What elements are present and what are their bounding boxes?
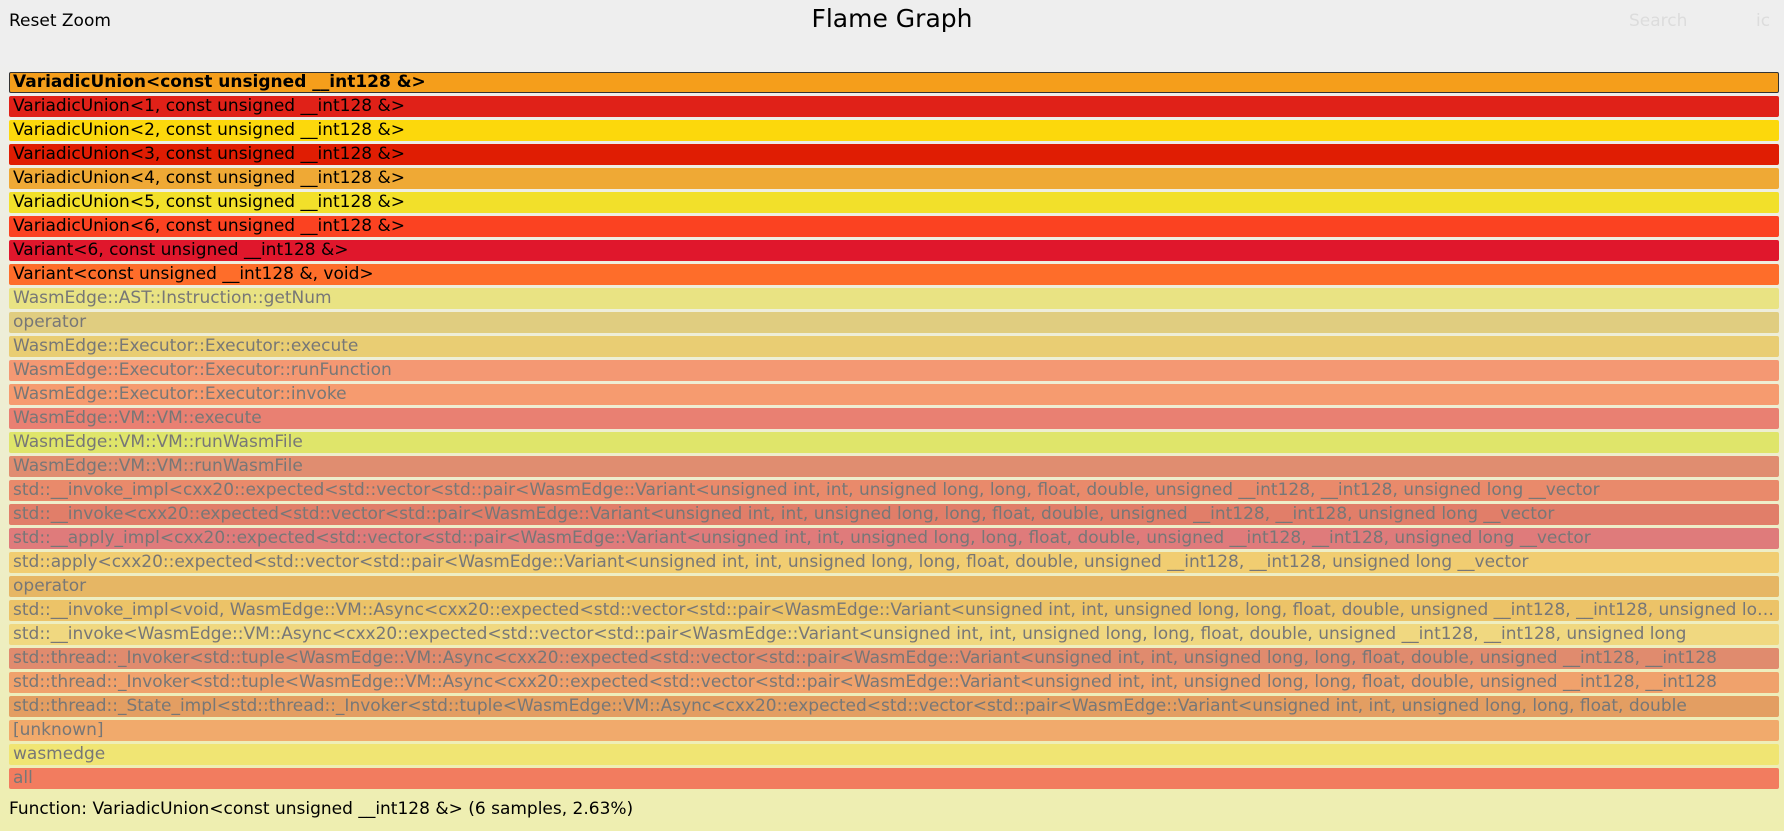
flame-frame-label: WasmEdge::VM::VM::execute: [13, 408, 262, 428]
page-title: Flame Graph: [811, 4, 973, 33]
flame-frame[interactable]: VariadicUnion<const unsigned __int128 &>: [9, 72, 1779, 93]
flame-frame[interactable]: Variant<const unsigned __int128 &, void>: [9, 264, 1779, 285]
flame-frame-label: std::__invoke<cxx20::expected<std::vecto…: [13, 504, 1555, 524]
flame-frame-label: VariadicUnion<4, const unsigned __int128…: [13, 168, 406, 188]
flame-frame[interactable]: VariadicUnion<1, const unsigned __int128…: [9, 96, 1779, 117]
flame-frame-label: VariadicUnion<3, const unsigned __int128…: [13, 144, 406, 164]
flame-frame-label: WasmEdge::AST::Instruction::getNum: [13, 288, 332, 308]
flame-frame-label: std::thread::_State_impl<std::thread::_I…: [13, 696, 1687, 716]
flame-frame[interactable]: VariadicUnion<6, const unsigned __int128…: [9, 216, 1779, 237]
details-bar: Function: VariadicUnion<const unsigned _…: [9, 799, 634, 819]
flame-frame-label: operator: [13, 312, 87, 332]
flame-frame-label: std::__apply_impl<cxx20::expected<std::v…: [13, 528, 1591, 548]
flame-frame-label: [unknown]: [13, 720, 104, 740]
flame-frame-label: WasmEdge::Executor::Executor::runFunctio…: [13, 360, 392, 380]
flame-frame[interactable]: Variant<6, const unsigned __int128 &>: [9, 240, 1779, 261]
flame-frame[interactable]: std::thread::_Invoker<std::tuple<WasmEdg…: [9, 648, 1779, 669]
flame-frame[interactable]: WasmEdge::Executor::Executor::invoke: [9, 384, 1779, 405]
flame-frame[interactable]: std::__invoke_impl<cxx20::expected<std::…: [9, 480, 1779, 501]
flame-frame-label: VariadicUnion<2, const unsigned __int128…: [13, 120, 406, 140]
flame-frame-label: Variant<6, const unsigned __int128 &>: [13, 240, 349, 260]
flame-frame[interactable]: WasmEdge::VM::VM::runWasmFile: [9, 456, 1779, 477]
flame-frame[interactable]: std::thread::_Invoker<std::tuple<WasmEdg…: [9, 672, 1779, 693]
flame-frame-label: all: [13, 768, 33, 788]
flame-frame-label: operator: [13, 576, 87, 596]
flame-graph-stack: VariadicUnion<const unsigned __int128 &>…: [9, 72, 1779, 792]
flame-frame[interactable]: WasmEdge::Executor::Executor::runFunctio…: [9, 360, 1779, 381]
flame-frame-label: WasmEdge::Executor::Executor::invoke: [13, 384, 347, 404]
flame-frame-label: std::thread::_Invoker<std::tuple<WasmEdg…: [13, 648, 1718, 668]
ignore-case-toggle[interactable]: ic: [1756, 11, 1771, 31]
flame-frame[interactable]: std::thread::_State_impl<std::thread::_I…: [9, 696, 1779, 717]
flame-frame[interactable]: std::apply<cxx20::expected<std::vector<s…: [9, 552, 1779, 573]
flame-frame-label: VariadicUnion<5, const unsigned __int128…: [13, 192, 406, 212]
flame-frame-label: std::thread::_Invoker<std::tuple<WasmEdg…: [13, 672, 1718, 692]
flame-frame-label: WasmEdge::VM::VM::runWasmFile: [13, 456, 303, 476]
flame-frame[interactable]: std::__invoke_impl<void, WasmEdge::VM::A…: [9, 600, 1779, 621]
flame-frame-label: wasmedge: [13, 744, 106, 764]
flame-frame[interactable]: WasmEdge::Executor::Executor::execute: [9, 336, 1779, 357]
flame-frame[interactable]: VariadicUnion<2, const unsigned __int128…: [9, 120, 1779, 141]
flame-frame[interactable]: WasmEdge::VM::VM::runWasmFile: [9, 432, 1779, 453]
flame-frame-label: VariadicUnion<const unsigned __int128 &>: [13, 73, 426, 92]
flame-frame[interactable]: VariadicUnion<4, const unsigned __int128…: [9, 168, 1779, 189]
flame-frame[interactable]: all: [9, 768, 1779, 789]
reset-zoom-button[interactable]: Reset Zoom: [9, 11, 111, 31]
flame-frame[interactable]: std::__invoke<cxx20::expected<std::vecto…: [9, 504, 1779, 525]
flame-frame-label: std::__invoke_impl<void, WasmEdge::VM::A…: [13, 600, 1775, 620]
flame-frame-label: WasmEdge::Executor::Executor::execute: [13, 336, 359, 356]
flame-frame-label: VariadicUnion<1, const unsigned __int128…: [13, 96, 406, 116]
flame-frame-label: std::__invoke_impl<cxx20::expected<std::…: [13, 480, 1600, 500]
search-button[interactable]: Search: [1629, 11, 1688, 31]
flame-frame[interactable]: VariadicUnion<5, const unsigned __int128…: [9, 192, 1779, 213]
flame-frame[interactable]: [unknown]: [9, 720, 1779, 741]
flame-frame-label: std::__invoke<WasmEdge::VM::Async<cxx20:…: [13, 624, 1687, 644]
flame-frame[interactable]: operator: [9, 576, 1779, 597]
flame-frame[interactable]: std::__invoke<WasmEdge::VM::Async<cxx20:…: [9, 624, 1779, 645]
flame-frame[interactable]: std::__apply_impl<cxx20::expected<std::v…: [9, 528, 1779, 549]
flame-frame[interactable]: VariadicUnion<3, const unsigned __int128…: [9, 144, 1779, 165]
flame-frame[interactable]: WasmEdge::VM::VM::execute: [9, 408, 1779, 429]
flame-frame-label: WasmEdge::VM::VM::runWasmFile: [13, 432, 303, 452]
flame-frame-label: Variant<const unsigned __int128 &, void>: [13, 264, 374, 284]
flame-frame[interactable]: operator: [9, 312, 1779, 333]
flame-frame-label: VariadicUnion<6, const unsigned __int128…: [13, 216, 406, 236]
flame-frame[interactable]: WasmEdge::AST::Instruction::getNum: [9, 288, 1779, 309]
flame-frame-label: std::apply<cxx20::expected<std::vector<s…: [13, 552, 1529, 572]
flame-frame[interactable]: wasmedge: [9, 744, 1779, 765]
